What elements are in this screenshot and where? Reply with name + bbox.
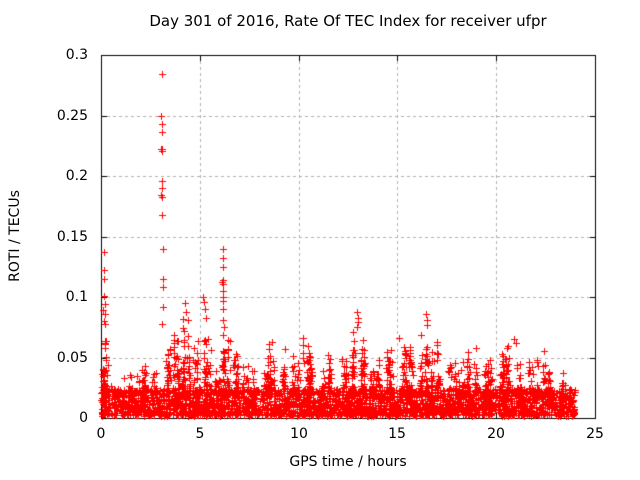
chart-title: Day 301 of 2016, Rate Of TEC Index for r…: [149, 12, 547, 30]
x-axis-label: GPS time / hours: [289, 454, 407, 470]
y-tick-label: 0.3: [65, 47, 88, 63]
x-tick-label: 15: [388, 426, 406, 442]
y-tick-label: 0.05: [56, 350, 88, 366]
y-tick-label: 0.2: [65, 168, 88, 184]
x-tick-label: 0: [96, 426, 106, 442]
x-tick-label: 10: [290, 426, 308, 442]
x-tick-label: 20: [487, 426, 505, 442]
y-tick-label: 0.1: [65, 289, 88, 305]
x-tick-label: 5: [195, 426, 205, 442]
y-tick-label: 0.15: [56, 229, 88, 245]
y-tick-label: 0: [79, 410, 88, 426]
x-tick-label: 25: [586, 426, 604, 442]
y-tick-label: 0.25: [56, 108, 88, 124]
